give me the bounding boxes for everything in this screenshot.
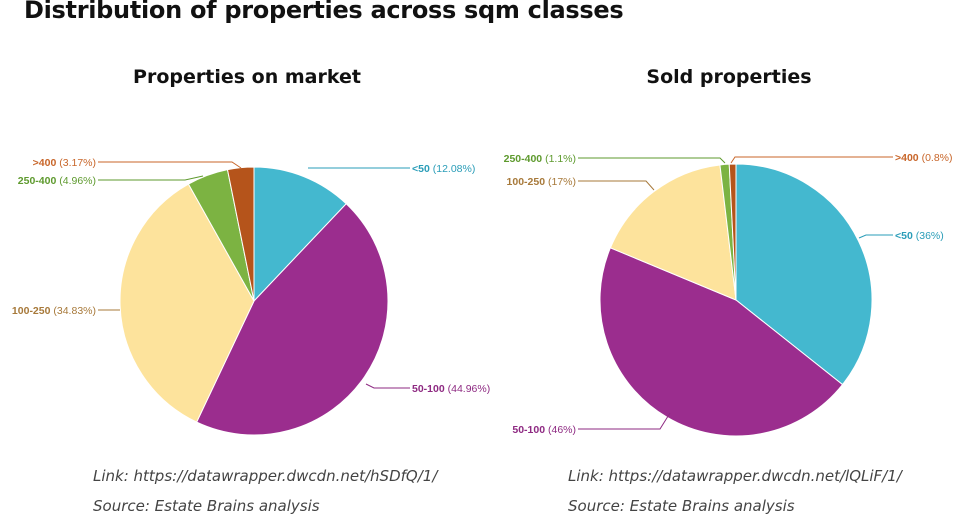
slice-label-market-250-400: 250-400 (4.96%) bbox=[18, 175, 96, 187]
leader-line-sold-lt50 bbox=[858, 234, 893, 239]
slice-label-sold-lt50: <50 (36%) bbox=[895, 230, 944, 242]
slice-label-sold-50-100: 50-100 (46%) bbox=[512, 424, 576, 436]
slice-label-market-50-100: 50-100 (44.96%) bbox=[412, 383, 490, 395]
slice-label-market-gt400: >400 (3.17%) bbox=[33, 157, 96, 169]
leader-line-sold-100-250 bbox=[578, 180, 655, 191]
slice-label-sold-gt400: >400 (0.8%) bbox=[895, 152, 953, 164]
pie-slice-sold-lt50 bbox=[735, 163, 873, 386]
pie-slice-sold-gt400 bbox=[728, 163, 737, 301]
leader-line-sold-gt400 bbox=[730, 156, 893, 164]
pie-slice-market-50-100 bbox=[195, 203, 389, 436]
link-text-sold: Link: https://datawrapper.dwcdn.net/lQLi… bbox=[568, 467, 902, 485]
source-text-market: Source: Estate Brains analysis bbox=[93, 497, 320, 515]
pie-charts: <50 (12.08%) 50-100 (44.96%) 100-250 (34.8… bbox=[12, 152, 953, 437]
slice-label-sold-250-400: 250-400 (1.1%) bbox=[504, 153, 576, 165]
leader-line-sold-250-400 bbox=[578, 157, 726, 164]
leader-line-market-gt400 bbox=[98, 161, 242, 169]
page-title: Distribution of properties across sqm cl… bbox=[24, 0, 624, 24]
chart-title-sold: Sold properties bbox=[646, 66, 812, 88]
leader-line-market-50-100 bbox=[365, 383, 410, 389]
slice-label-market-100-250: 100-250 (34.83%) bbox=[12, 305, 96, 317]
pie-slice-market-lt50 bbox=[253, 166, 347, 303]
pie-slice-market-100-250 bbox=[119, 183, 255, 423]
link-text-market: Link: https://datawrapper.dwcdn.net/hSDf… bbox=[93, 467, 438, 485]
chart-title-market: Properties on market bbox=[133, 66, 361, 88]
slice-label-sold-100-250: 100-250 (17%) bbox=[507, 176, 576, 188]
leader-line-market-250-400 bbox=[98, 175, 204, 181]
source-text-sold: Source: Estate Brains analysis bbox=[568, 497, 795, 515]
leader-line-sold-50-100 bbox=[578, 412, 671, 430]
pie-slice-sold-100-250 bbox=[609, 164, 737, 301]
slice-label-market-lt50: <50 (12.08%) bbox=[412, 163, 475, 175]
